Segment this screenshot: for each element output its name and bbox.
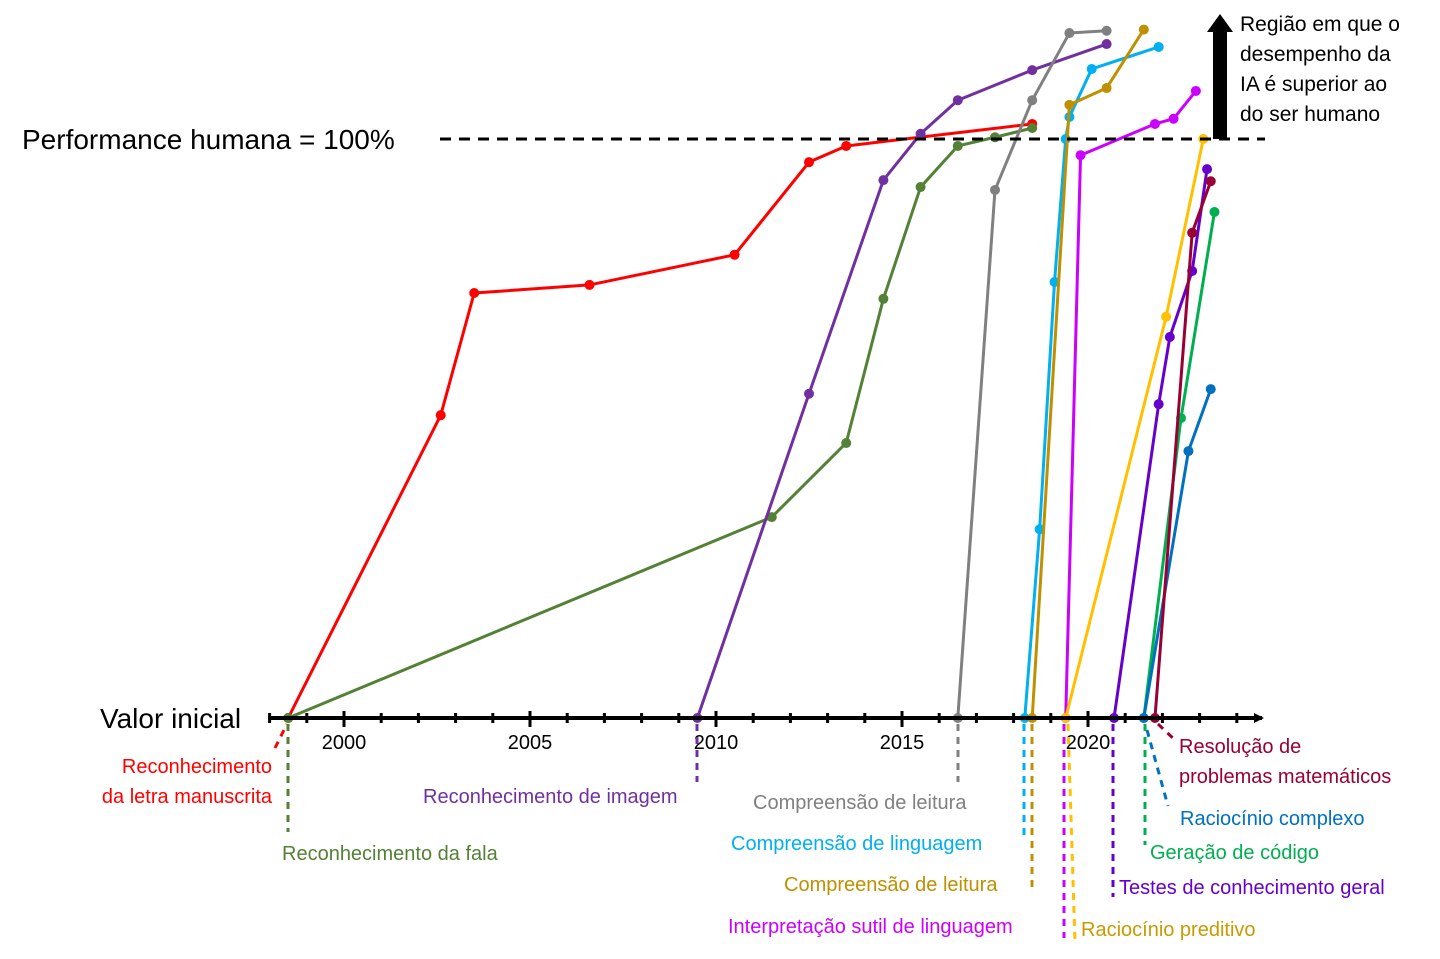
series-line [695, 42, 1108, 719]
x-tick-label: 2020 [1066, 732, 1111, 754]
data-point [1161, 311, 1172, 322]
data-point [878, 175, 889, 186]
data-point [1164, 332, 1175, 343]
data-point [435, 410, 446, 421]
data-point [729, 249, 740, 260]
data-point [1205, 384, 1216, 395]
region-note-line: desempenho da [1240, 43, 1391, 66]
x-tick-label: 2005 [508, 732, 553, 754]
data-point [766, 512, 777, 523]
series-label: da letra manuscrita [102, 786, 273, 808]
data-point [952, 140, 963, 151]
label-leader [1145, 729, 1170, 807]
data-point [1101, 39, 1112, 50]
x-tick-label: 2000 [322, 732, 367, 754]
series-label: Interpretação sutil de linguagem [728, 916, 1013, 938]
label-leader [1066, 723, 1077, 943]
data-point [841, 140, 852, 151]
baseline-label: Valor inicial [100, 703, 241, 734]
series-label: problemas matemáticos [1179, 766, 1391, 788]
data-point [584, 279, 595, 290]
data-point [1064, 28, 1075, 39]
data-point [1086, 63, 1097, 74]
series-label: Reconhecimento da fala [282, 843, 499, 865]
data-point [1027, 65, 1038, 76]
series-line [1064, 90, 1198, 719]
data-point [1153, 399, 1164, 410]
data-point [915, 128, 926, 139]
label-leader [1156, 722, 1178, 743]
arrow-up-icon [1207, 14, 1233, 32]
series-label: Testes de conhecimento geral [1119, 877, 1385, 899]
series-label: Compreensão de leitura [784, 874, 998, 896]
series-label: Raciocínio complexo [1180, 808, 1365, 830]
data-point [1209, 206, 1220, 217]
data-point [1149, 118, 1160, 129]
region-note-line: IA é superior ao [1240, 73, 1387, 96]
data-point [1153, 41, 1164, 52]
data-point [1202, 164, 1213, 175]
data-point [1168, 113, 1179, 124]
series-line [1153, 180, 1213, 719]
data-point [469, 288, 480, 299]
series-label: Reconhecimento de imagem [423, 786, 678, 808]
series-label: Reconhecimento [122, 756, 272, 778]
data-point [804, 157, 814, 168]
data-point [1183, 446, 1194, 457]
data-point [1138, 24, 1149, 35]
data-point [990, 132, 1000, 143]
data-point [804, 388, 814, 399]
x-tick-label: 2010 [694, 732, 739, 754]
data-point [841, 437, 852, 448]
superior-region-arrow [1213, 30, 1227, 139]
data-point [990, 184, 1000, 195]
x-tick-label: 2015 [880, 732, 925, 754]
human-performance-label: Performance humana = 100% [22, 124, 395, 155]
data-point [952, 95, 963, 106]
series-label: Compreensão de linguagem [731, 833, 982, 855]
data-point [1187, 227, 1198, 238]
series-label: Raciocínio preditivo [1081, 919, 1256, 941]
series-line [286, 122, 1033, 719]
data-point [1027, 95, 1038, 106]
series-line [1030, 28, 1146, 719]
data-point [878, 293, 889, 304]
data-point [915, 182, 926, 193]
series-line [1064, 138, 1205, 719]
data-point [1101, 83, 1112, 94]
series-label: Compreensão de leitura [753, 792, 967, 814]
data-point [1101, 25, 1112, 36]
data-point [1064, 99, 1075, 110]
series-line [1142, 211, 1216, 719]
data-point [1190, 85, 1201, 96]
series-line [287, 126, 1033, 720]
data-point [1027, 122, 1038, 133]
region-note-line: do ser humano [1240, 103, 1380, 126]
label-leader [273, 723, 289, 749]
data-point [1075, 150, 1086, 161]
series-label: Resolução de [1179, 736, 1301, 758]
data-point [1205, 176, 1216, 187]
region-note-line: Região em que o [1240, 13, 1400, 36]
series-label: Geração de código [1150, 842, 1319, 864]
